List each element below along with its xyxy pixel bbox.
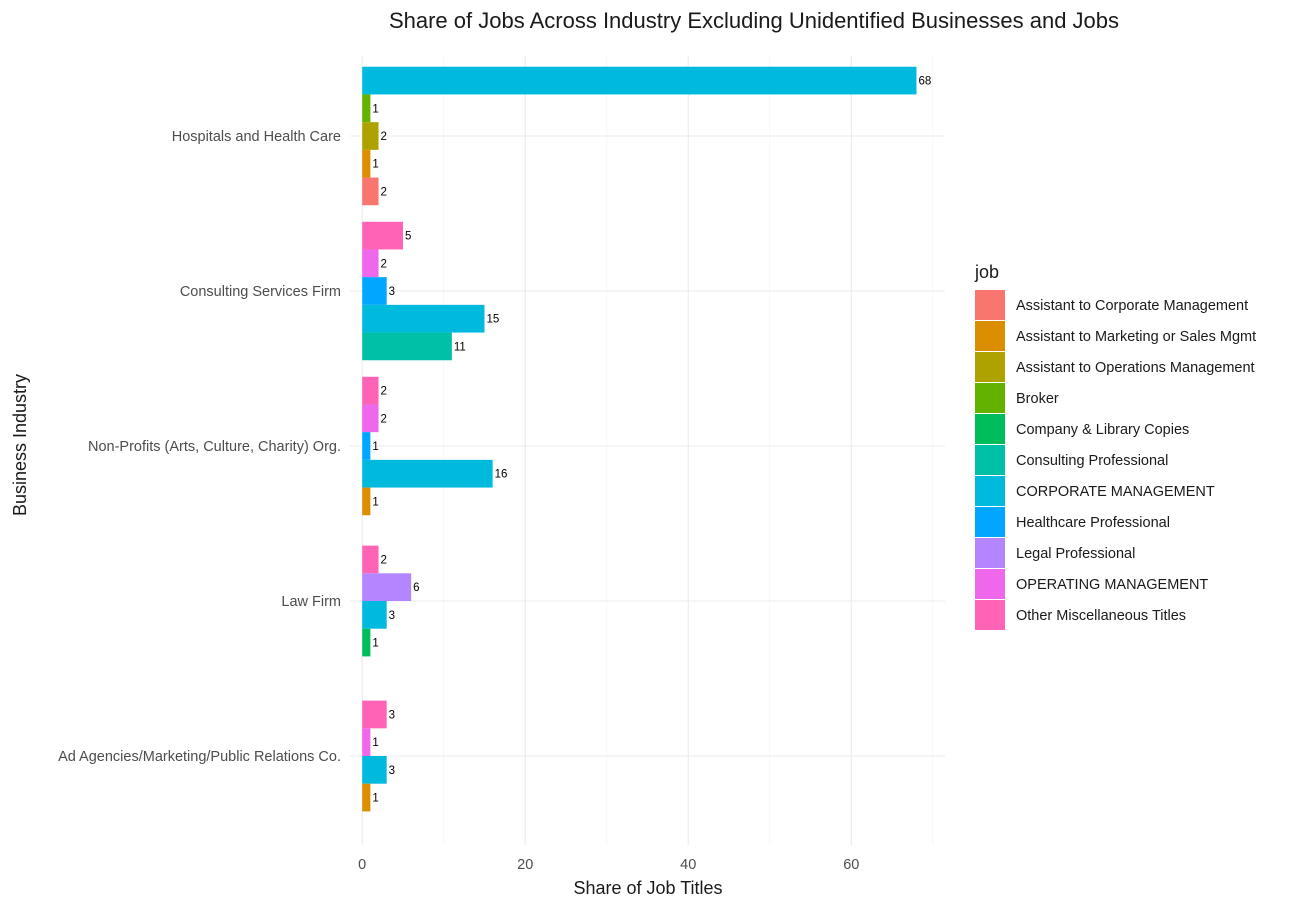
data-label: 15: [486, 314, 499, 326]
legend-swatch: [975, 600, 1005, 630]
data-label: 3: [389, 610, 395, 622]
bar: [362, 628, 371, 657]
legend-swatch: [975, 507, 1005, 537]
bar: [362, 756, 387, 784]
bar: [362, 66, 917, 95]
legend-title: job: [974, 262, 999, 282]
legend-label: Broker: [1016, 391, 1059, 407]
bar: [362, 783, 371, 812]
x-tick-label: 60: [843, 857, 859, 873]
data-label: 2: [381, 131, 387, 143]
data-label: 1: [372, 737, 378, 749]
legend-label: OPERATING MANAGEMENT: [1016, 577, 1208, 593]
category-label: Law Firm: [281, 594, 341, 610]
bar: [362, 700, 387, 729]
x-tick-label: 40: [680, 857, 696, 873]
legend-label: Company & Library Copies: [1016, 422, 1189, 438]
legend-swatch: [975, 476, 1005, 506]
bar: [362, 177, 379, 206]
x-tick-labels: 0 20 40 60: [358, 857, 859, 873]
data-label: 1: [372, 103, 378, 115]
bar: [362, 94, 371, 123]
legend-label: Legal Professional: [1016, 546, 1135, 562]
legend-label: CORPORATE MANAGEMENT: [1016, 484, 1215, 500]
data-label: 3: [389, 765, 395, 777]
data-label: 1: [372, 793, 378, 805]
bar: [362, 122, 379, 150]
data-label: 3: [389, 286, 395, 298]
bar: [362, 432, 371, 460]
bar: [362, 221, 403, 250]
data-label: 11: [454, 341, 466, 353]
legend-swatch: [975, 414, 1005, 444]
y-axis-title: Business Industry: [10, 374, 30, 516]
bar: [362, 277, 387, 305]
legend-swatch: [975, 290, 1005, 320]
legend-swatch: [975, 569, 1005, 599]
legend-swatch: [975, 538, 1005, 568]
legend-label: Consulting Professional: [1016, 453, 1168, 469]
legend-swatch: [975, 383, 1005, 413]
bar: [362, 459, 493, 488]
bars-layer: [362, 66, 917, 812]
bar: [362, 487, 371, 516]
legend-label: Other Miscellaneous Titles: [1016, 608, 1186, 624]
bar: [362, 404, 379, 433]
chart-title: Share of Jobs Across Industry Excluding …: [389, 8, 1119, 33]
legend-swatch: [975, 352, 1005, 382]
legend: job Assistant to Corporate Management Ass…: [974, 262, 1256, 630]
category-label: Non-Profits (Arts, Culture, Charity) Org…: [88, 439, 341, 455]
bar: [362, 376, 379, 405]
legend-label: Assistant to Operations Management: [1016, 360, 1255, 376]
data-label: 2: [381, 554, 387, 566]
data-label: 5: [405, 231, 411, 243]
data-labels-layer: 68 1 2 1 2 5 2 3 15 11 2 2 1 16 1 2 6 3 1 3 1 3 1: [372, 76, 931, 805]
data-label: 2: [381, 386, 387, 398]
bar: [362, 573, 412, 601]
bar: [362, 728, 371, 756]
bar: [362, 545, 379, 574]
data-label: 1: [372, 496, 378, 508]
data-label: 1: [372, 159, 378, 171]
x-tick-label: 20: [517, 857, 533, 873]
category-label: Ad Agencies/Marketing/Public Relations C…: [58, 749, 341, 765]
bar: [362, 304, 485, 333]
data-label: 2: [381, 186, 387, 198]
data-label: 3: [389, 709, 395, 721]
bar: [362, 332, 452, 361]
bar: [362, 601, 387, 629]
bar: [362, 249, 379, 278]
category-label: Hospitals and Health Care: [172, 129, 341, 145]
bar: [362, 149, 371, 178]
data-label: 6: [413, 582, 419, 594]
category-label: Consulting Services Firm: [180, 284, 341, 300]
data-label: 1: [372, 441, 378, 453]
legend-label: Assistant to Marketing or Sales Mgmt: [1016, 329, 1256, 345]
x-tick-label: 0: [358, 857, 366, 873]
x-axis-title: Share of Job Titles: [573, 878, 722, 898]
grid-layer: [350, 56, 945, 845]
legend-label: Healthcare Professional: [1016, 515, 1170, 531]
data-label: 68: [918, 76, 931, 88]
data-label: 1: [372, 638, 378, 650]
legend-swatch: [975, 445, 1005, 475]
legend-swatch: [975, 321, 1005, 351]
legend-label: Assistant to Corporate Management: [1016, 298, 1248, 314]
data-label: 2: [381, 258, 387, 270]
data-label: 16: [495, 469, 508, 481]
data-label: 2: [381, 413, 387, 425]
category-labels: Hospitals and Health Care Consulting Serv…: [58, 129, 341, 765]
